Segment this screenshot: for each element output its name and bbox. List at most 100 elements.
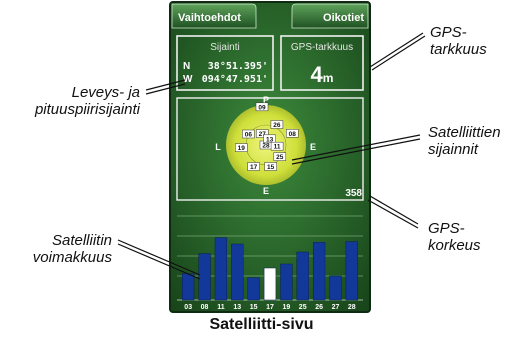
satellite-marker-box [273, 152, 287, 161]
signal-bar-label: 15 [250, 304, 258, 311]
signal-bar-label: 17 [266, 304, 274, 311]
elevation-value: 358 [345, 188, 362, 199]
latitude-value: 38°51.395' [208, 61, 268, 72]
signal-strength-chart: 03 08 11 13 15 17 19 25 26 27 28 [177, 215, 363, 311]
signal-bar [345, 241, 358, 301]
callout-gps-elevation-line2: korkeus [428, 237, 481, 254]
callout-satellite-positions-line2: sijainnit [428, 141, 479, 158]
signal-bar [247, 277, 260, 301]
longitude-hemisphere: W [183, 74, 193, 85]
satellite-marker: 11 [270, 141, 284, 151]
callout-gps-accuracy: GPS- tarkkuus [430, 24, 487, 58]
satellite-marker-box [270, 141, 284, 151]
leader-elevation-b [367, 199, 419, 229]
leader-accuracy-b [369, 32, 424, 68]
accuracy-unit: m [323, 71, 334, 85]
location-label: Sijainti [210, 42, 239, 53]
satellite-marker-id: 09 [258, 104, 266, 111]
satellite-marker-box [286, 129, 299, 138]
accuracy-label: GPS-tarkkuus [291, 42, 353, 53]
satellite-marker-box [247, 162, 260, 171]
signal-bar [263, 267, 277, 301]
compass-north: P [263, 95, 269, 105]
leader-accuracy [371, 35, 426, 71]
accuracy-number: 4 [311, 62, 324, 87]
latitude-hemisphere: N [183, 61, 190, 72]
signal-bar [296, 251, 309, 301]
callout-gps-accuracy-line2: tarkkuus [430, 41, 487, 58]
satellite-marker: 06 [242, 129, 255, 139]
compass-east: E [310, 142, 316, 152]
callout-gps-elevation-line1: GPS- [428, 220, 465, 237]
callout-signal-strength-line1: Satelliitin [51, 232, 112, 249]
satellite-marker: 17 [247, 162, 260, 171]
leader-strength [117, 239, 201, 276]
signal-bar [214, 237, 228, 301]
satellite-marker: 19 [235, 143, 248, 152]
shortcuts-button[interactable]: Oikotiet [291, 3, 369, 29]
satellite-marker: 13 [263, 134, 276, 143]
options-button[interactable]: Vaihtoehdot [171, 3, 257, 29]
signal-bar [280, 263, 293, 301]
satellite-marker-id: 28 [262, 143, 270, 150]
satellite-marker: 08 [286, 129, 299, 138]
satellite-marker-id: 11 [274, 144, 281, 151]
satellite-marker-box [256, 129, 269, 138]
figure-caption: Satelliitti-sivu [209, 316, 314, 333]
satellite-marker-id: 25 [276, 154, 284, 161]
leader-satellites-b [291, 138, 421, 165]
satellite-marker-id: 08 [289, 131, 297, 138]
callout-satellite-positions: Satelliittien sijainnit [428, 124, 501, 158]
callout-signal-strength-line2: voimakkuus [32, 249, 112, 266]
satellite-marker-id: 27 [259, 131, 267, 138]
callout-lines [117, 32, 426, 280]
leader-satellites [291, 134, 421, 161]
callout-position: Leveys- ja pituuspiirisijainti [6, 84, 140, 118]
compass-south: E [263, 186, 269, 196]
signal-bar-label: 13 [233, 304, 241, 311]
compass-west: L [215, 142, 221, 152]
signal-bar-label: 25 [299, 304, 307, 311]
accuracy-panel: GPS-tarkkuus 4m [280, 35, 364, 91]
signal-bar [329, 275, 342, 301]
signal-bar-label: 19 [283, 304, 291, 311]
signal-bar-label: 26 [315, 304, 323, 311]
signal-bar [231, 243, 244, 301]
satellite-marker: 27 [256, 129, 269, 138]
leader-position [145, 79, 186, 91]
signal-bars: 03 08 11 13 15 17 19 25 26 27 28 [182, 237, 358, 311]
leader-elevation [369, 195, 419, 225]
satellite-marker-box [235, 143, 248, 152]
location-panel: Sijainti N 38°51.395' W 094°47.951' [176, 35, 274, 91]
leader-position-b [145, 83, 186, 95]
signal-bar [182, 273, 195, 301]
satellite-marker-box [270, 120, 284, 129]
satellite-marker-id: 26 [273, 122, 281, 129]
satellite-marker-id: 06 [245, 132, 253, 139]
signal-bar-label: 08 [201, 304, 209, 311]
satellite-marker-box [255, 102, 269, 112]
satellite-marker-id: 17 [250, 164, 258, 171]
satellite-marker-id: 15 [267, 164, 275, 171]
callout-gps-accuracy-line1: GPS- [430, 24, 467, 41]
callout-gps-elevation: GPS- korkeus [428, 220, 481, 254]
satellite-marker-id: 19 [238, 145, 246, 152]
satellite-marker: 09 [255, 102, 269, 112]
accuracy-value: 4m [311, 62, 334, 87]
signal-bar-label: 27 [332, 304, 340, 311]
satellite-marker-id: 13 [266, 136, 274, 143]
satellite-marker: 26 [270, 120, 284, 129]
satellite-marker: 15 [264, 162, 277, 171]
signal-bar-label: 03 [184, 304, 192, 311]
options-button-label: Vaihtoehdot [178, 12, 241, 24]
callout-position-line2: pituuspiirisijainti [34, 101, 140, 118]
signal-bar [312, 242, 326, 301]
leader-strength-b [117, 243, 201, 280]
shortcuts-button-label: Oikotiet [323, 12, 364, 24]
satellite-marker-box [264, 162, 277, 171]
satellite-marker-box [242, 129, 255, 139]
longitude-value: 094°47.951' [202, 74, 268, 85]
callout-satellite-positions-line1: Satelliittien [428, 124, 501, 141]
